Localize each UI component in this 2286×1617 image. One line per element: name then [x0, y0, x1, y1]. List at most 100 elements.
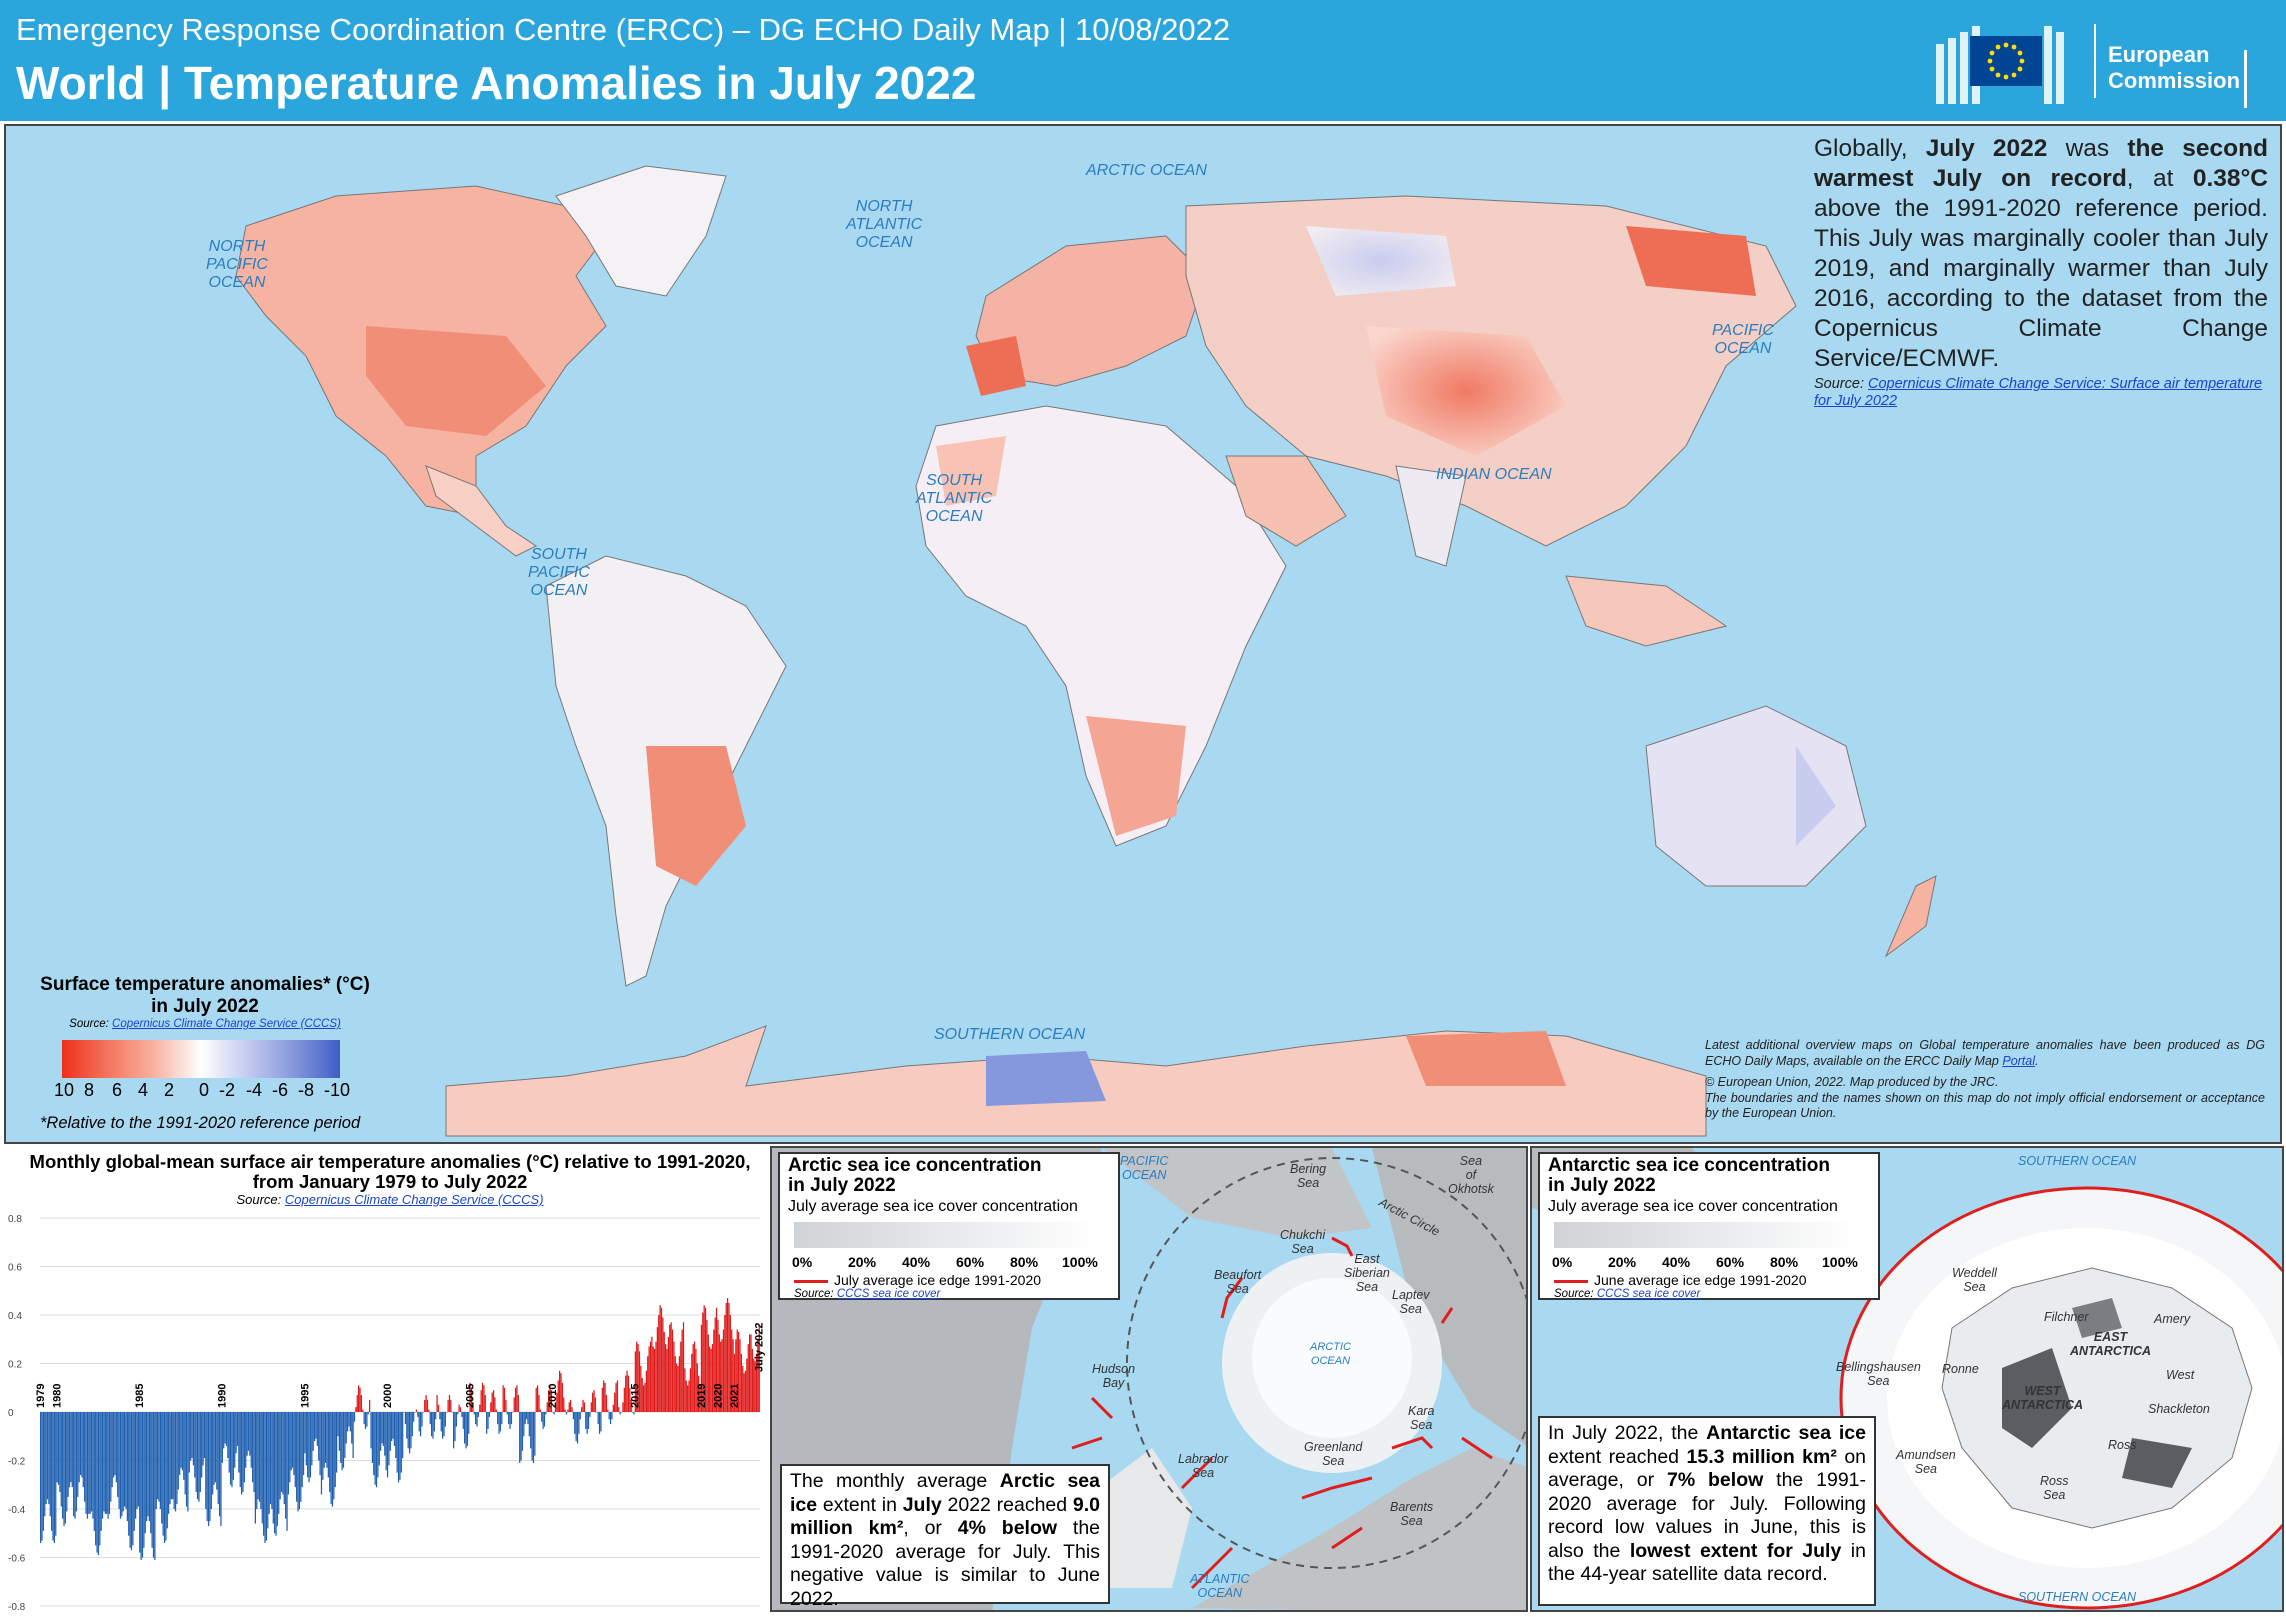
chart-bar [637, 1344, 639, 1412]
chart-bar [212, 1412, 214, 1495]
chart-bar [720, 1341, 722, 1412]
chart-bar [750, 1334, 752, 1412]
chart-bar [508, 1412, 510, 1425]
chart-bar [223, 1412, 225, 1449]
chart-bar [696, 1363, 698, 1412]
chart-bar [718, 1334, 720, 1412]
chart-bar [622, 1402, 624, 1412]
chart-bar [506, 1412, 508, 1415]
chart-bar [132, 1412, 134, 1546]
chart-bar [285, 1412, 287, 1519]
chart-bar [55, 1412, 57, 1536]
chart-bar [647, 1356, 649, 1412]
chart-bar [106, 1412, 108, 1514]
chart-bar [315, 1412, 317, 1439]
arctic-label-labrador: Labrador Sea [1178, 1452, 1229, 1480]
chart-bar [576, 1412, 579, 1444]
legend-source-link[interactable]: Copernicus Climate Change Service (CCCS) [112, 1018, 341, 1030]
antarctic-label-southern-bottom: SOUTHERN OCEAN [2018, 1590, 2137, 1604]
chart-bar [473, 1412, 475, 1415]
chart-bar [415, 1409, 418, 1412]
chart-bar [649, 1341, 652, 1412]
chart-bar [81, 1412, 83, 1478]
chart-bar [458, 1404, 460, 1412]
chart-bar [82, 1412, 84, 1488]
chart-bar [414, 1412, 416, 1413]
chart-bar [323, 1412, 325, 1468]
summary-source: Source: Copernicus Climate Change Servic… [1814, 376, 2263, 409]
chart-bar [534, 1412, 536, 1456]
chart-bar [318, 1412, 320, 1461]
arctic-source-link[interactable]: CCCS sea ice cover [836, 1288, 941, 1300]
antarctic-label-shackleton: Shackleton [2148, 1402, 2210, 1416]
chart-bar [444, 1412, 446, 1427]
chart-year-label: 2020 [712, 1384, 724, 1408]
chart-bar [92, 1412, 94, 1519]
arctic-label-barents: Barents Sea [1390, 1500, 1434, 1528]
chart-bar [536, 1385, 539, 1412]
chart-bar [228, 1412, 230, 1473]
chart-bar [177, 1412, 179, 1490]
chart-bar [296, 1412, 298, 1502]
chart-year-label: 1990 [217, 1384, 229, 1408]
chart-bar [385, 1412, 387, 1471]
chart-bar [484, 1395, 486, 1412]
chart-bar [90, 1412, 93, 1512]
summary-source-link[interactable]: Copernicus Climate Change Service: Surfa… [1814, 376, 2263, 409]
chart-bar [378, 1412, 380, 1466]
chart-bar [264, 1412, 266, 1543]
chart-bar [194, 1412, 196, 1478]
chart-bar [97, 1412, 100, 1556]
chart-bar [290, 1412, 292, 1471]
antarctic-source-link[interactable]: CCCS sea ice cover [1596, 1288, 1701, 1300]
antarctic-map-graphic [1532, 1148, 2282, 1610]
chart-bar [353, 1412, 356, 1422]
chart-source-link[interactable]: Copernicus Climate Change Service (CCCS) [284, 1192, 544, 1207]
chart-bar [393, 1412, 396, 1446]
chart-bar [275, 1412, 277, 1536]
chart-bar [648, 1346, 650, 1412]
chart-bar [607, 1409, 609, 1412]
chart-bar [56, 1412, 58, 1483]
chart-bar [586, 1412, 588, 1434]
chart-bar [158, 1412, 160, 1502]
arctic-label-atlantic: ATLANTIC OCEAN [1190, 1572, 1250, 1600]
chart-bar [67, 1412, 69, 1497]
antarctic-legend-ramp [1554, 1222, 1858, 1248]
chart-bar [327, 1412, 329, 1478]
chart-bar [216, 1412, 218, 1490]
chart-bar [676, 1363, 678, 1412]
chart-bar [377, 1412, 379, 1478]
chart-bar [84, 1412, 86, 1502]
arctic-label-kara: Kara Sea [1408, 1404, 1435, 1432]
antarctic-pct-label: 40% [1662, 1254, 1691, 1270]
chart-bar [714, 1317, 716, 1412]
chart-bar [115, 1412, 117, 1483]
arctic-label-laptev: Laptev Sea [1392, 1288, 1430, 1316]
chart-bar [490, 1402, 492, 1412]
chart-bar [700, 1324, 703, 1412]
chart-bar [294, 1412, 296, 1488]
chart-bar [364, 1412, 367, 1429]
chart-bar [590, 1402, 592, 1412]
chart-bar [301, 1412, 303, 1488]
chart-bar [342, 1412, 345, 1468]
chart-year-label: 1979 [35, 1384, 47, 1408]
chart-bar [162, 1412, 164, 1536]
chart-bar [656, 1327, 658, 1412]
chart-bar [213, 1412, 215, 1485]
chart-bar [541, 1412, 543, 1422]
chart-bar [689, 1368, 692, 1412]
chart-bar [311, 1412, 313, 1466]
chart-bar [269, 1412, 272, 1505]
chart-bar [309, 1412, 312, 1478]
chart-bar [358, 1385, 360, 1412]
chart-bar [316, 1412, 318, 1446]
chart-bar [265, 1412, 268, 1541]
portal-link[interactable]: Portal [2002, 1053, 2036, 1068]
chart-bar [240, 1412, 243, 1495]
antarctic-ice-edge-key: June average ice edge 1991-2020 [1554, 1272, 1807, 1288]
temperature-legend: Surface temperature anomalies* (°C) in J… [40, 974, 370, 1132]
map-subtitle: Emergency Response Coordination Centre (… [16, 12, 1231, 47]
chart-bar [532, 1412, 535, 1463]
